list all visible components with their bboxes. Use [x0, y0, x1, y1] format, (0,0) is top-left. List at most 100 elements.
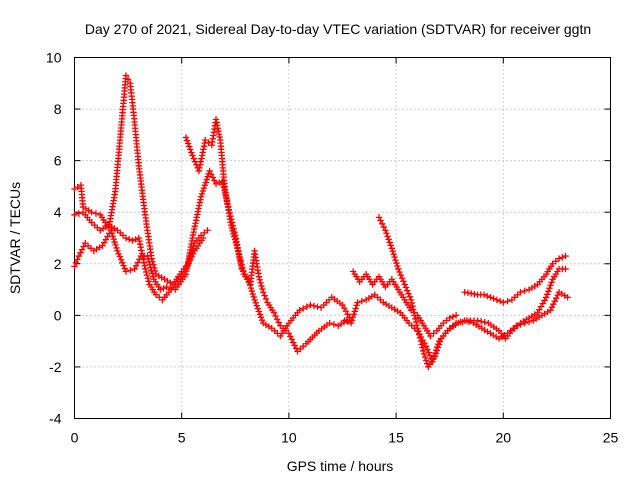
data-point — [157, 286, 164, 293]
data-point — [225, 206, 233, 213]
data-point — [407, 296, 415, 304]
data-point — [326, 319, 333, 327]
data-point — [189, 152, 196, 159]
data-marker — [550, 300, 557, 308]
data-marker — [551, 297, 558, 305]
data-marker — [258, 282, 265, 290]
y-tick-label: 4 — [54, 204, 62, 220]
data-marker — [389, 248, 396, 255]
data-point — [71, 211, 78, 218]
data-marker — [275, 319, 282, 326]
data-point — [555, 255, 563, 262]
data-marker — [430, 330, 437, 337]
data-point — [562, 252, 569, 260]
data-marker — [75, 210, 82, 217]
data-marker — [303, 303, 310, 310]
data-marker — [299, 305, 307, 312]
data-marker — [224, 200, 231, 207]
data-point — [142, 265, 149, 273]
data-marker — [386, 239, 393, 246]
data-marker — [221, 187, 228, 194]
data-marker — [390, 251, 397, 258]
data-marker — [78, 246, 86, 253]
data-point — [474, 317, 481, 324]
data-marker — [191, 158, 199, 165]
data-marker — [391, 253, 398, 261]
y-tick-label: -2 — [49, 359, 62, 375]
data-marker — [155, 294, 163, 301]
data-marker — [404, 287, 411, 294]
data-point — [71, 263, 78, 270]
data-marker — [228, 219, 236, 226]
y-tick-label: 2 — [54, 256, 62, 272]
data-point — [202, 136, 209, 144]
data-marker — [262, 295, 270, 303]
data-marker — [422, 357, 430, 364]
data-marker — [385, 236, 392, 243]
data-point — [88, 209, 95, 216]
data-marker — [380, 223, 387, 231]
data-point — [199, 234, 207, 242]
data-marker — [419, 344, 426, 351]
data-marker — [517, 321, 524, 328]
data-marker — [261, 292, 268, 299]
plot-frame — [74, 57, 611, 419]
x-tick-labels: 0 5 10 15 20 25 — [71, 430, 619, 446]
data-point — [244, 276, 252, 283]
data-marker — [147, 264, 154, 271]
data-marker — [433, 343, 441, 351]
data-marker — [457, 318, 464, 326]
y-tick-label: 8 — [54, 101, 62, 117]
data-marker — [253, 302, 260, 309]
data-point — [131, 265, 138, 273]
data-marker — [120, 262, 127, 269]
x-axis-label: GPS time / hours — [287, 458, 394, 474]
data-point — [204, 227, 211, 234]
data-marker — [411, 309, 418, 316]
data-point — [407, 307, 415, 314]
x-tick-label: 10 — [281, 430, 297, 446]
data-marker — [344, 318, 352, 326]
data-marker — [256, 311, 264, 318]
data-marker — [256, 276, 263, 283]
data-point — [564, 294, 571, 301]
data-point — [197, 193, 205, 200]
data-point — [512, 322, 520, 329]
data-marker — [125, 236, 133, 243]
data-marker — [202, 179, 209, 186]
data-marker — [245, 279, 253, 286]
data-marker — [132, 236, 139, 243]
data-marker — [431, 352, 438, 360]
data-marker — [184, 262, 191, 270]
data-point — [114, 247, 121, 255]
data-marker — [548, 303, 556, 311]
data-point — [219, 178, 226, 185]
data-marker — [394, 262, 401, 270]
data-point — [206, 167, 213, 175]
x-tick-label: 0 — [71, 430, 79, 446]
data-marker — [189, 250, 197, 258]
data-marker — [222, 190, 229, 198]
data-marker — [348, 316, 356, 324]
data-marker — [227, 212, 234, 220]
data-marker — [134, 259, 141, 266]
data-marker — [547, 282, 554, 289]
data-marker — [252, 299, 259, 306]
data-marker — [211, 177, 218, 184]
data-point — [251, 296, 258, 304]
data-marker — [559, 254, 566, 261]
data-marks — [71, 72, 571, 371]
data-marker — [222, 193, 230, 201]
data-marker — [424, 346, 431, 353]
data-point — [401, 281, 408, 288]
data-marker — [490, 295, 497, 302]
data-marker — [146, 261, 154, 268]
data-marker — [254, 305, 262, 312]
data-marker — [421, 354, 429, 361]
data-marker — [115, 250, 122, 258]
data-point — [452, 312, 460, 319]
data-marker — [184, 140, 192, 147]
data-marker — [142, 268, 150, 276]
data-marker — [144, 275, 152, 282]
data-marker — [287, 333, 294, 340]
